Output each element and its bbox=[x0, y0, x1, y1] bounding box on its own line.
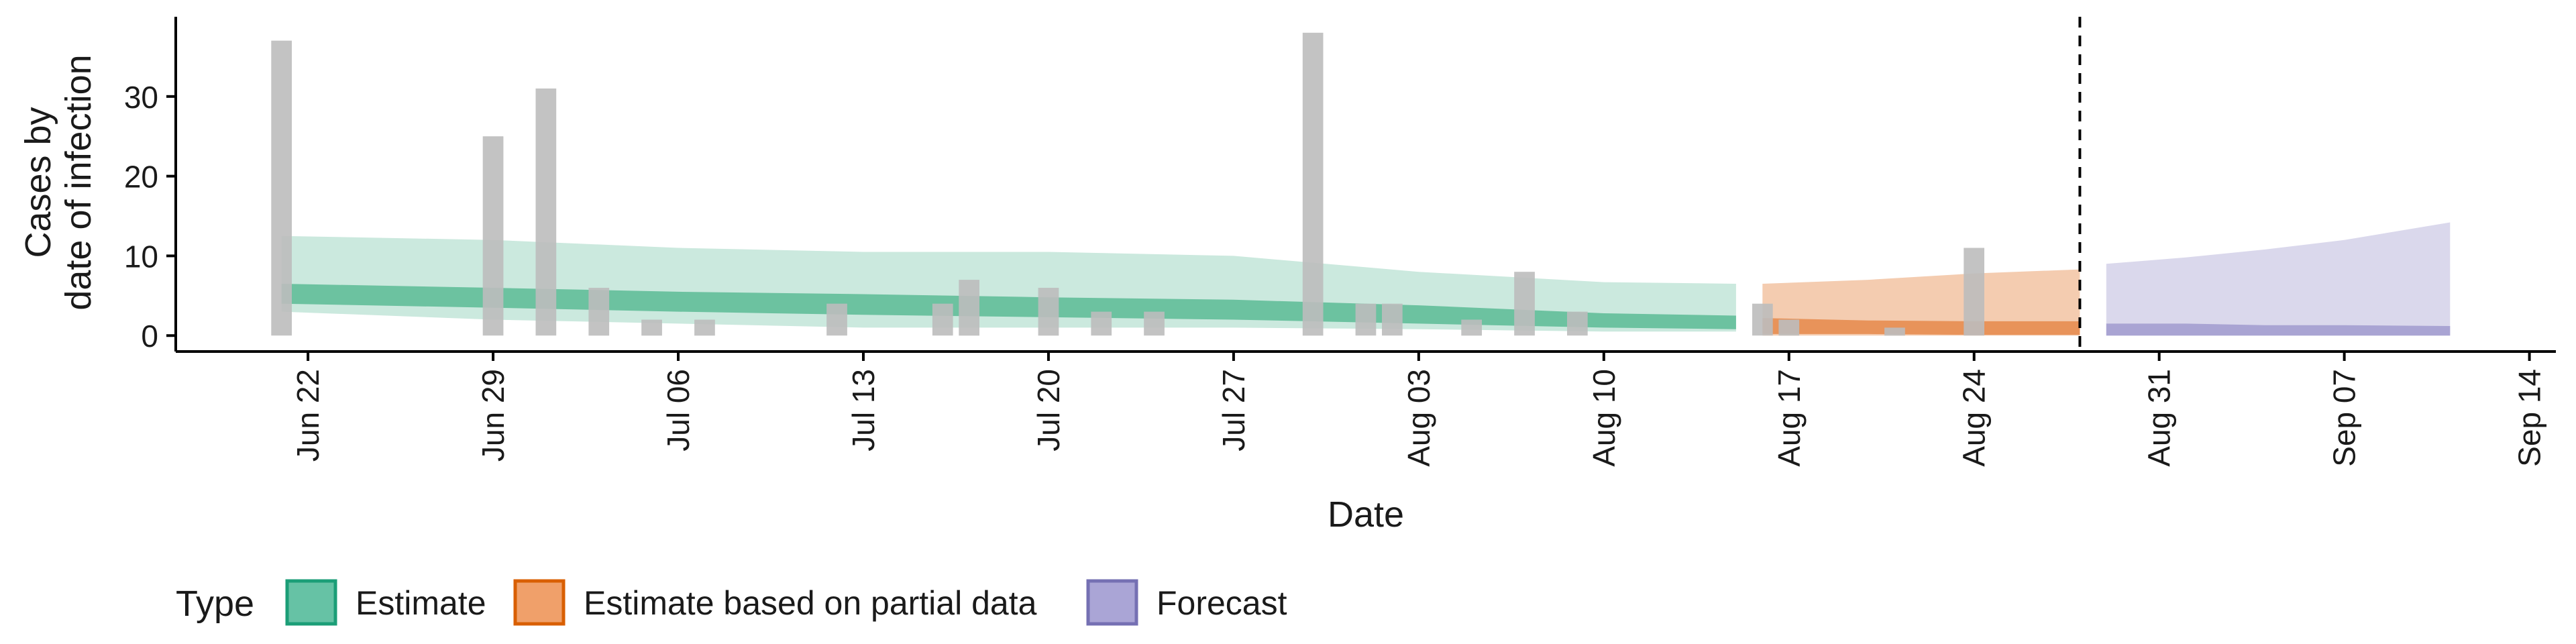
x-tick-label: Aug 10 bbox=[1587, 369, 1621, 467]
y-axis-label-line-2: date of infection bbox=[58, 54, 99, 310]
legend: Type Estimate Estimate based on partial d… bbox=[176, 579, 1287, 626]
plot-area bbox=[271, 17, 2451, 352]
x-tick-label: Aug 31 bbox=[2142, 369, 2177, 467]
legend-key-0 bbox=[285, 579, 337, 626]
legend-title: Type bbox=[176, 584, 254, 624]
y-tick-label: 30 bbox=[124, 80, 158, 115]
y-ticks: 0 10 20 30 bbox=[124, 80, 176, 354]
observed-bar bbox=[482, 136, 504, 336]
observed-bar bbox=[1461, 319, 1482, 336]
observed-bar bbox=[1355, 303, 1377, 336]
observed-bar bbox=[1567, 311, 1588, 336]
x-tick-label: Aug 24 bbox=[1957, 369, 1992, 467]
observed-bar bbox=[1752, 303, 1773, 336]
observed-bar bbox=[1884, 327, 1905, 336]
legend-label-2: Forecast bbox=[1157, 584, 1287, 622]
observed-bar bbox=[959, 280, 979, 336]
observed-bar bbox=[535, 88, 557, 336]
x-axis-label: Date bbox=[1328, 494, 1404, 535]
observed-bar bbox=[1514, 272, 1535, 336]
observed-bar bbox=[1382, 303, 1403, 336]
y-tick-label: 20 bbox=[124, 160, 158, 195]
legend-label-1: Estimate based on partial data bbox=[584, 584, 1037, 622]
legend-key-2 bbox=[1086, 579, 1138, 626]
x-tick-label: Jul 20 bbox=[1031, 369, 1066, 451]
ribbon-inner-1 bbox=[1762, 318, 2080, 335]
observed-bar bbox=[1302, 32, 1324, 336]
x-tick-label: Jul 06 bbox=[661, 369, 696, 451]
y-tick-label: 10 bbox=[124, 239, 158, 274]
x-tick-label: Aug 17 bbox=[1772, 369, 1807, 467]
legend-label-0: Estimate bbox=[356, 584, 486, 622]
observed-bar bbox=[588, 288, 610, 336]
observed-bar bbox=[1091, 311, 1112, 336]
observed-bars bbox=[271, 32, 1984, 336]
observed-bar bbox=[694, 319, 715, 336]
observed-bar bbox=[1778, 319, 1800, 336]
x-axis: Jun 22 Jun 29 Jul 06 Jul 13 Jul 20 Jul 27 Aug … bbox=[176, 350, 2556, 535]
x-tick-label: Jun 29 bbox=[476, 369, 511, 462]
observed-bar bbox=[932, 303, 953, 336]
ribbon-outer-2 bbox=[2106, 222, 2451, 336]
ribbon-outer-1 bbox=[1762, 269, 2080, 336]
observed-bar bbox=[641, 319, 662, 336]
legend-key-1 bbox=[513, 579, 566, 626]
observed-bar bbox=[826, 303, 847, 336]
observed-bar bbox=[1144, 311, 1165, 336]
x-ticks: Jun 22 Jun 29 Jul 06 Jul 13 Jul 20 Jul 27 Aug … bbox=[290, 352, 2547, 467]
x-tick-label: Jun 22 bbox=[290, 369, 325, 462]
y-axis: 0 10 20 30 Cases by date of infection bbox=[18, 17, 177, 354]
ribbon-inner-2 bbox=[2106, 323, 2451, 336]
y-tick-label: 0 bbox=[141, 319, 158, 354]
observed-bar bbox=[271, 40, 292, 336]
x-tick-label: Jul 27 bbox=[1216, 369, 1251, 451]
observed-bar bbox=[1038, 288, 1059, 336]
x-tick-label: Aug 03 bbox=[1401, 369, 1436, 467]
y-axis-label-line-1: Cases by bbox=[18, 107, 58, 258]
observed-bar bbox=[1964, 248, 1984, 336]
x-tick-label: Sep 14 bbox=[2512, 369, 2547, 467]
x-tick-label: Sep 07 bbox=[2327, 369, 2362, 467]
x-tick-label: Jul 13 bbox=[846, 369, 881, 451]
